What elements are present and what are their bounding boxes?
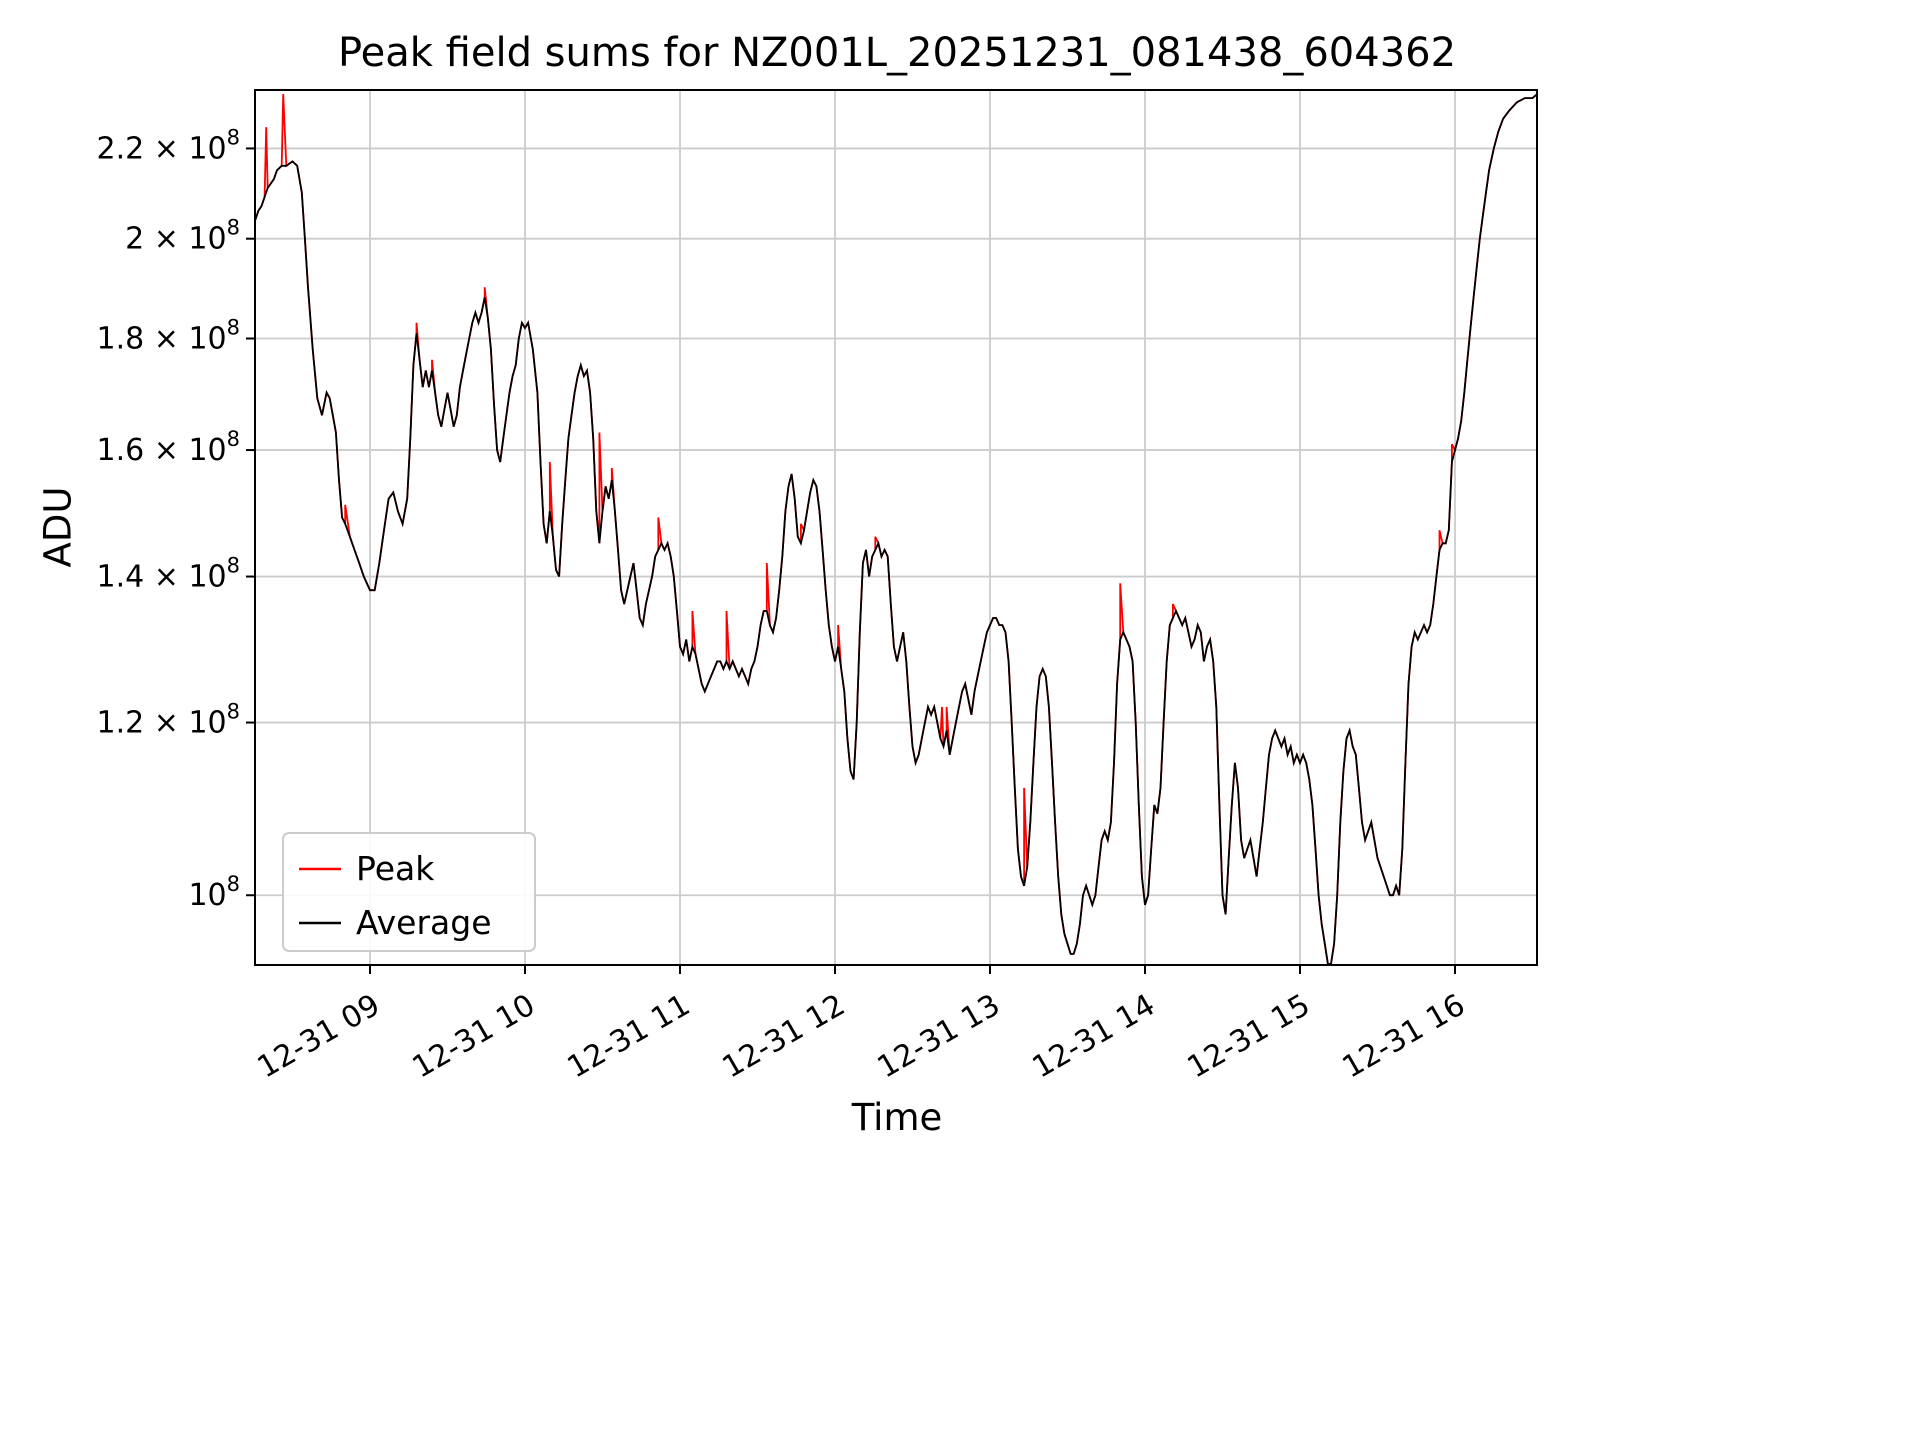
x-tick-label: 12-31 11	[562, 988, 696, 1086]
chart-title: Peak field sums for NZ001L_20251231_0814…	[337, 30, 1457, 76]
y-tick-label: 1.2 × 108	[97, 700, 240, 741]
legend: Peak Average	[282, 832, 536, 952]
axes-frame	[254, 89, 1538, 966]
x-tick-label: 12-31 09	[252, 988, 386, 1086]
y-tick-label: 2.2 × 108	[97, 125, 240, 166]
x-tick-label: 12-31 15	[1182, 988, 1316, 1086]
legend-label: Average	[356, 903, 492, 942]
legend-box	[282, 832, 536, 952]
average-line	[255, 93, 1537, 965]
y-tick-label: 1.4 × 108	[97, 554, 240, 595]
y-tick-label: 2 × 108	[125, 216, 240, 257]
x-tick-label: 12-31 10	[407, 988, 541, 1086]
x-tick-label: 12-31 14	[1027, 988, 1161, 1086]
x-tick-label: 12-31 13	[872, 988, 1006, 1086]
x-tick-label: 12-31 12	[717, 988, 851, 1086]
x-tick-label: 12-31 16	[1337, 988, 1471, 1086]
y-tick-label: 1.6 × 108	[97, 427, 240, 468]
y-tick-label: 1.8 × 108	[97, 316, 240, 357]
legend-label: Peak	[356, 849, 435, 888]
x-axis-label: Time	[851, 1096, 943, 1139]
y-tick-label: 108	[188, 872, 240, 913]
